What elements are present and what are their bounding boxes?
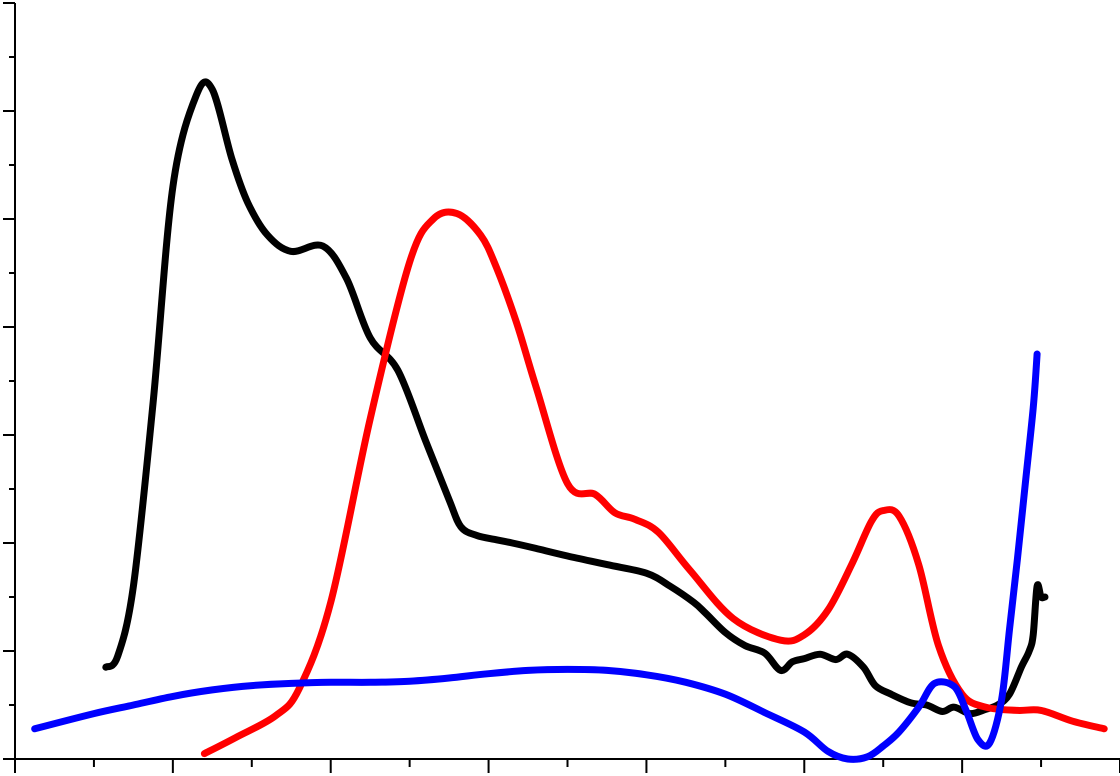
- series-group: [31, 78, 1108, 763]
- series-line-red: [200, 208, 1108, 758]
- axes: [3, 2, 1120, 773]
- series-line-blue: [31, 350, 1041, 763]
- series-line-black: [102, 78, 1049, 718]
